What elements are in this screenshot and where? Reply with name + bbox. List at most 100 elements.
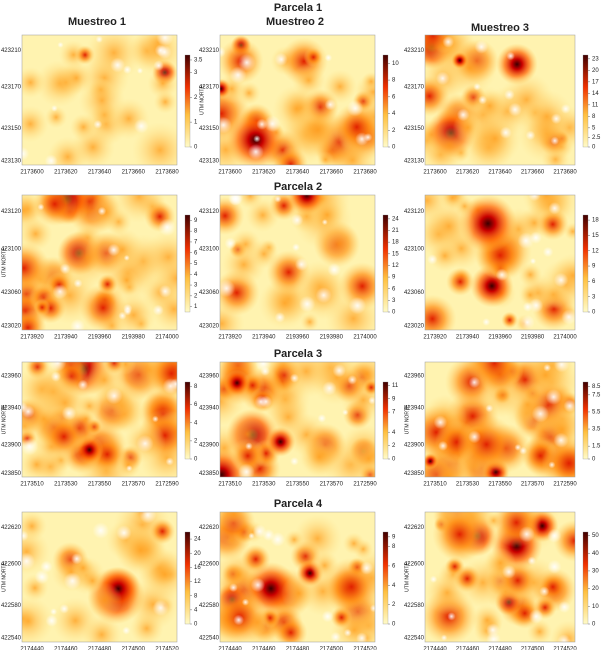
cool-spot: [248, 532, 255, 540]
colorbar-tick-label: 12: [194, 579, 201, 585]
colorbar-tick-label: 4: [392, 583, 396, 589]
heat-blob: [69, 113, 98, 141]
cool-spot: [22, 401, 28, 413]
y-tick-label: 423020: [199, 324, 220, 330]
colorbar-tick-label: 7.5: [592, 392, 601, 398]
cool-spot: [543, 363, 552, 372]
colorbar-tick-label: 0: [592, 457, 596, 463]
cool-spot: [499, 126, 512, 139]
colorbar-tick-label: 3: [194, 70, 198, 76]
y-axis-label: UTM NORTE: [1, 404, 7, 434]
colorbar-tick-label: 3: [392, 298, 396, 304]
cool-spot: [37, 203, 45, 211]
x-tick-label: 2173640: [488, 170, 512, 176]
y-tick-label: 423900: [199, 442, 220, 448]
cool-spot: [456, 108, 470, 122]
y-tick-label: 423130: [199, 159, 220, 165]
cool-spot: [93, 119, 103, 129]
heat-blob: [497, 560, 538, 601]
cool-spot: [229, 66, 247, 84]
cool-spot: [557, 634, 571, 642]
heat-blob: [245, 198, 280, 233]
cool-spot: [525, 130, 536, 141]
heat-blob: [300, 438, 338, 476]
heatmap-panel: 2173600 2173620 2173640 2173660 2173680 42321…: [1, 34, 203, 176]
colorbar: [382, 214, 389, 313]
colorbar-tick-label: 7: [194, 240, 198, 246]
column-title: Muestreo 2: [266, 16, 324, 28]
cool-spot: [474, 40, 489, 54]
row-title: Parcela 3: [274, 348, 322, 360]
x-tick-label: 2174440: [423, 647, 447, 650]
heat-blob: [147, 68, 177, 99]
x-tick-label: 2173550: [286, 482, 310, 488]
heat-blob: [491, 512, 542, 548]
colorbar-tick-label: 1: [194, 304, 198, 310]
colorbar-tick-label: 50: [592, 533, 599, 539]
y-tick-label: 423120: [1, 209, 22, 215]
x-tick-label: 2174000: [553, 335, 577, 341]
heatmap-panel: 2173920 2173940 2193960 2193980 2174000 42312…: [199, 194, 399, 341]
heat-blob: [280, 575, 318, 612]
colorbar: [184, 531, 191, 625]
x-tick-label: 2174520: [353, 647, 377, 650]
cool-spot: [133, 118, 149, 134]
cool-spot: [440, 634, 448, 641]
cool-spot: [122, 626, 131, 635]
map-frame: [21, 511, 178, 643]
heat-blob: [451, 51, 469, 69]
cool-spot: [482, 318, 491, 326]
cool-spot: [294, 257, 309, 271]
heat-blob: [453, 565, 481, 593]
heat-blob: [22, 596, 54, 642]
colorbar-tick-label: 8: [592, 114, 596, 120]
cool-spot: [274, 312, 286, 323]
colorbar: [582, 381, 589, 460]
y-tick-label: 423900: [1, 442, 22, 448]
cool-spot: [561, 309, 575, 325]
heat-blob: [22, 66, 47, 99]
cool-spot: [250, 577, 266, 593]
colorbar: [582, 54, 589, 148]
cool-spot: [40, 560, 53, 573]
x-tick-label: 2193980: [122, 335, 146, 341]
x-tick-label: 2174480: [286, 647, 310, 650]
y-tick-label: 423130: [404, 159, 425, 165]
cool-spot: [539, 586, 550, 597]
cool-spot: [158, 284, 172, 298]
cool-spot: [321, 610, 334, 623]
heat-blob: [309, 362, 364, 406]
cool-spot: [153, 60, 164, 71]
heat-blob: [149, 518, 176, 545]
colorbar-tick-label: 2: [392, 443, 396, 449]
heat-blob: [361, 71, 375, 92]
cool-spot: [63, 572, 82, 590]
cool-spot: [558, 601, 571, 614]
cool-spot: [553, 432, 569, 448]
y-tick-label: 423900: [404, 442, 425, 448]
colorbar-tick-label: 5: [592, 125, 596, 131]
cool-spot: [468, 430, 481, 444]
cool-spot: [92, 522, 110, 539]
cool-spot: [22, 146, 30, 161]
cool-spot: [220, 116, 232, 134]
y-axis-label: UTM NORTE: [199, 85, 205, 115]
cool-spot: [48, 362, 67, 372]
cool-spot: [50, 371, 62, 382]
y-tick-label: 423850: [199, 471, 220, 477]
x-tick-label: 2173530: [252, 482, 276, 488]
heat-blob: [39, 377, 91, 429]
heat-blob: [32, 195, 77, 226]
x-tick-label: 2173530: [54, 482, 78, 488]
heat-field: [220, 362, 375, 477]
y-tick-label: 422540: [1, 636, 22, 642]
x-tick-label: 2173570: [122, 482, 146, 488]
cool-spot: [262, 529, 275, 542]
cool-spot: [289, 373, 299, 383]
x-tick-label: 2173940: [252, 335, 276, 341]
y-tick-label: 423100: [1, 247, 22, 253]
column-title: Muestreo 3: [471, 22, 529, 34]
x-tick-label: 2173620: [456, 170, 480, 176]
heatmap-panel: 2174440 2174460 2174480 2174500 2174520 42262…: [199, 511, 396, 650]
cool-spot: [560, 103, 571, 114]
